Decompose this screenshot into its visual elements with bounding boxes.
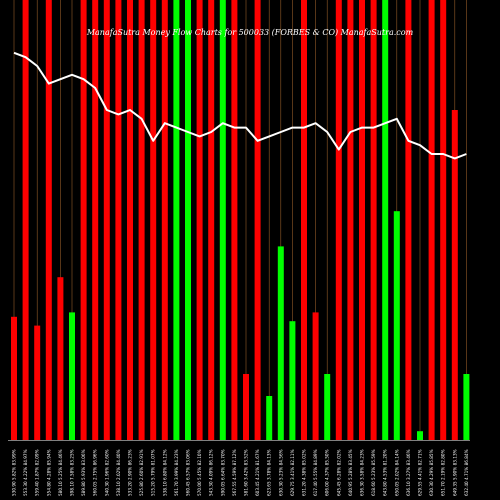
tick-label: 540.30 1.96% 82.60% xyxy=(104,449,109,496)
tick-label: 632.40 4.71% 86.84% xyxy=(464,449,469,496)
tick-label: 651.70 2.19% 82.80% xyxy=(441,449,446,496)
bar xyxy=(243,374,249,440)
tick-label: 618.60 5.23% 85.59% xyxy=(371,449,376,496)
tick-label: 643.80 4.53% 81.20% xyxy=(383,449,388,496)
tick-label: 553.30 4.22% 84.97% xyxy=(23,449,28,496)
tick-label: 580.10 5.25% 84.46% xyxy=(58,449,63,496)
bar xyxy=(150,0,157,440)
bar xyxy=(80,0,87,440)
bar xyxy=(92,0,99,440)
bar xyxy=(103,0,110,440)
tick-label: 636.10 3.27% 83.46% xyxy=(406,449,411,496)
bar xyxy=(451,110,458,440)
bar xyxy=(254,0,261,440)
bar xyxy=(347,0,354,440)
bar xyxy=(138,0,145,440)
bar xyxy=(440,0,447,440)
tick-label: 533.20 2.90% 86.23% xyxy=(128,449,133,496)
tick-label: 636.30 3.58% 84.23% xyxy=(360,449,365,496)
tick-label: 538.10 2.02% 84.40% xyxy=(116,449,121,496)
tick-label: 530.90 5.82% 83.99% xyxy=(12,449,17,496)
bar xyxy=(185,0,191,440)
tick-label: 525.80 2.60% 82.91% xyxy=(139,449,144,496)
bar xyxy=(208,0,215,440)
tick-label: 630.30 5.23% 84.56% xyxy=(278,449,283,496)
chart-title: ManafaSutra Money Flow Charts for 500033… xyxy=(86,28,414,37)
tick-label: 589.80 5.93% 83.06% xyxy=(81,449,86,496)
tick-label: 560.05 2.75% 86.96% xyxy=(93,449,98,496)
bar xyxy=(370,0,377,440)
bar xyxy=(312,312,319,440)
bar xyxy=(277,246,284,440)
tick-label: 543.30 4.09% 86.12% xyxy=(209,449,214,496)
bar xyxy=(69,312,75,440)
bar xyxy=(417,431,423,440)
tick-label: 603.45 4.21% 81.67% xyxy=(255,449,260,496)
bar xyxy=(289,321,296,440)
bar xyxy=(266,396,273,440)
bar xyxy=(219,0,226,440)
tick-label: 581.60 3.42% 83.52% xyxy=(244,449,249,496)
tick-label: 650.05 2.02% 84.14% xyxy=(394,449,399,496)
bar xyxy=(127,0,133,440)
bar xyxy=(359,0,365,440)
bar xyxy=(301,0,307,440)
tick-label: 630.30 4.29% 85.85% xyxy=(429,449,434,496)
bar xyxy=(231,0,238,440)
tick-label: 631.20 4.38% 85.02% xyxy=(302,449,307,496)
tick-label: 623.65 3.78% 84.13% xyxy=(267,449,272,496)
tick-label: 598.10 7.58% 83.25% xyxy=(70,449,75,496)
tick-label: 629.75 3.41% 82.11% xyxy=(290,449,295,496)
bar xyxy=(57,277,64,440)
money-flow-line xyxy=(13,51,467,160)
bar xyxy=(115,0,122,440)
tick-label: 640.95 5.28% 83.45% xyxy=(348,449,353,496)
bar xyxy=(393,211,400,440)
bar xyxy=(161,0,168,440)
bar xyxy=(382,0,389,440)
tick-label: 617.40 5.55% 84.89% xyxy=(313,449,318,496)
bar xyxy=(196,0,203,440)
bar xyxy=(428,0,435,440)
tick-label: 559.40 1.87% 82.09% xyxy=(35,449,40,496)
bar xyxy=(405,0,412,440)
bar xyxy=(34,325,41,440)
bar xyxy=(11,316,17,440)
bar xyxy=(22,0,29,440)
tick-label: 561.70 3.99% 84.23% xyxy=(174,449,179,496)
tick-label: 606.00 4.37% 85.50% xyxy=(325,449,330,496)
tick-label: 629.55 4.41% 82.71% xyxy=(418,449,423,496)
x-tick-labels: 530.90 5.82% 83.99% 553.30 4.22% 84.97% 55… xyxy=(12,449,469,496)
tick-label: 567.55 4.59% 87.12% xyxy=(232,449,237,496)
bar xyxy=(173,0,180,440)
tick-label: 590.05 6.64% 83.70% xyxy=(220,449,225,496)
tick-label: 560.45 6.57% 83.06% xyxy=(186,449,191,496)
bars-group xyxy=(11,0,470,440)
bar xyxy=(463,374,470,440)
bar xyxy=(324,374,331,440)
bar xyxy=(45,0,52,440)
tick-label: 645.45 6.28% 82.02% xyxy=(336,449,341,496)
tick-label: 649.35 5.90% 83.13% xyxy=(452,449,457,496)
tick-label: 538.10 6.80% 84.12% xyxy=(162,449,167,496)
tick-label: 554.80 4.28% 85.94% xyxy=(46,449,51,496)
tick-label: 570.00 5.45% 82.10% xyxy=(197,449,202,496)
bar xyxy=(335,0,342,440)
tick-label: 515.20 5.79% 81.07% xyxy=(151,449,156,496)
